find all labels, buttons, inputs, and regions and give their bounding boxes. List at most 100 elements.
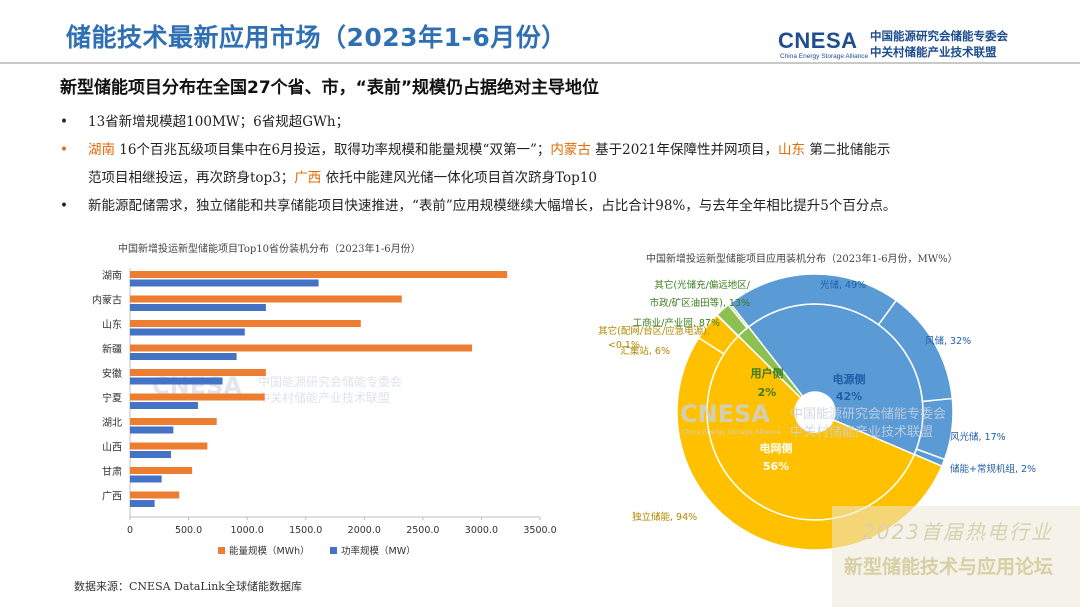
- y-tick-label: 新疆: [102, 343, 122, 356]
- bullet-text: 第二批储能示: [805, 142, 891, 158]
- bar-power: [130, 451, 171, 458]
- outer-label: 风储, 32%: [925, 335, 971, 347]
- outer-label: 光储, 49%: [820, 279, 866, 291]
- bar-energy: [130, 491, 180, 499]
- outer-label: 风光储, 17%: [950, 431, 1006, 443]
- bullet-text: 13省新增规模超100MW；6省规超GWh；: [88, 114, 350, 130]
- bullet-list: • 13省新增规模超100MW；6省规超GWh； • 湖南 16个百兆瓦级项目集…: [60, 108, 1060, 220]
- bullet-dot: •: [60, 114, 68, 130]
- bullet-dot: •: [60, 198, 68, 214]
- highlight-neimenggu: 内蒙古: [550, 142, 591, 158]
- bar-chart-title: 中国新增投运新型储能项目Top10省份装机分布（2023年1-6月份）: [118, 244, 421, 255]
- bar-energy: [130, 442, 208, 450]
- donut-chart-title: 中国新增投运新型储能项目应用装机分布（2023年1-6月份，MW%）: [646, 254, 958, 265]
- bar-watermark-cn2: 中关村储能产业技术联盟: [258, 390, 390, 405]
- outer-label: 汇集站, 6%: [620, 345, 670, 357]
- bar-chart: CNESA 中国能源研究会储能专委会中关村储能产业技术联盟湖南内蒙古山东新疆安徽宁…: [92, 268, 557, 557]
- logo-sub: China Energy Storage Alliance: [780, 53, 869, 60]
- bullet-item: • 13省新增规模超100MW；6省规超GWh；: [60, 108, 1060, 136]
- donut-watermark-word: CNESA: [680, 400, 770, 428]
- x-tick-label: 2000.0: [348, 525, 381, 536]
- header-divider: [0, 62, 1080, 64]
- legend-swatch: [218, 547, 225, 554]
- bar-energy: [130, 295, 402, 303]
- bar-energy: [130, 369, 266, 376]
- bar-power: [130, 353, 237, 360]
- logo-cn-line2: 中关村储能产业技术联盟: [870, 45, 997, 59]
- highlight-shandong: 山东: [778, 142, 806, 158]
- legend-swatch: [330, 547, 337, 554]
- bar-energy: [130, 418, 217, 425]
- outer-label: 市政/矿区油田等), 13%: [649, 297, 750, 309]
- outer-label: 其它(光储充/偏远地区/: [654, 279, 750, 291]
- bullet-item: • 新能源配储需求，独立储能和共享储能项目快速推进，“表前”应用规模继续大幅增长…: [60, 192, 1060, 220]
- x-tick-label: 1000.0: [231, 525, 264, 536]
- highlight-guangxi: 广西: [294, 170, 322, 186]
- bullet-dot: •: [60, 142, 68, 158]
- x-tick-label: 2500.0: [406, 525, 439, 536]
- bar-energy: [130, 393, 265, 401]
- bar-energy: [130, 271, 508, 278]
- bar-energy: [130, 320, 361, 327]
- bullet-text: 16个百兆瓦级项目集中在6月投运，取得功率规模和能量规模“双第一”；: [115, 142, 551, 158]
- bullet-text: 范项目相继投运，再次跻身top3；: [88, 170, 295, 186]
- forum-watermark: 2023首届热电行业 新型储能技术与应用论坛: [832, 506, 1080, 607]
- inner-value-label: 2%: [758, 386, 777, 399]
- donut-watermark-sub: China Energy Storage Alliance: [682, 428, 781, 436]
- data-source-note: 数据来源：CNESA DataLink全球储能数据库: [74, 580, 302, 593]
- bar-power: [130, 500, 155, 507]
- y-tick-label: 安徽: [102, 367, 122, 380]
- bullet-item: • 湖南 16个百兆瓦级项目集中在6月投运，取得功率规模和能量规模“双第一”；内…: [60, 136, 1060, 164]
- y-tick-label: 内蒙古: [92, 294, 122, 307]
- x-tick-label: 500.0: [175, 525, 202, 536]
- y-tick-label: 湖北: [102, 417, 122, 429]
- inner-label: 电源侧: [833, 372, 866, 386]
- bar-power: [130, 279, 319, 287]
- outer-label: <0.1%: [608, 340, 640, 351]
- x-tick-label: 3500.0: [523, 525, 556, 536]
- y-tick-label: 山东: [102, 318, 122, 331]
- legend-label: 功率规模（MW）: [341, 545, 416, 557]
- cnesa-logo: CNESA China Energy Storage Alliance 中国能源…: [778, 24, 1078, 64]
- forum-line1: 2023首届热电行业: [862, 520, 1053, 544]
- highlight-hunan: 湖南: [88, 142, 115, 158]
- outer-label: 储能+常规机组, 2%: [950, 463, 1036, 475]
- forum-line2: 新型储能技术与应用论坛: [844, 556, 1054, 578]
- donut-watermark-cn2: 中关村储能产业技术联盟: [790, 425, 933, 440]
- page-title: 储能技术最新应用市场（2023年1-6月份）: [66, 23, 567, 52]
- bar-power: [130, 402, 198, 409]
- logo-word: CNESA: [778, 28, 858, 53]
- y-tick-label: 湖南: [102, 269, 122, 282]
- bullet-text: 依托中能建风光储一体化项目首次跻身Top10: [321, 170, 597, 186]
- legend-label: 能量规模（MWh）: [229, 545, 310, 557]
- x-tick-label: 1500.0: [289, 525, 322, 536]
- bar-power: [130, 475, 162, 483]
- bullet-continuation: 范项目相继投运，再次跻身top3；广西 依托中能建风光储一体化项目首次跻身Top…: [60, 164, 1060, 192]
- section-subheading: 新型储能项目分布在全国27个省、市，“表前”规模仍占据绝对主导地位: [60, 78, 600, 98]
- bar-power: [130, 304, 266, 311]
- x-tick-label: 0: [127, 525, 133, 536]
- outer-label: 其它(配网/台区/应急电源),: [598, 325, 710, 337]
- inner-value-label: 56%: [763, 460, 789, 473]
- bar-power: [130, 377, 223, 385]
- inner-label: 用户侧: [751, 366, 784, 380]
- bar-watermark-cn1: 中国能源研究会储能专委会: [258, 374, 402, 389]
- bar-power: [130, 328, 245, 336]
- outer-label: 独立储能, 94%: [632, 511, 697, 523]
- y-tick-label: 甘肃: [102, 465, 122, 478]
- y-tick-label: 广西: [102, 491, 122, 503]
- bar-energy: [130, 467, 193, 474]
- bar-power: [130, 426, 174, 434]
- bullet-text: 基于2021年保障性并网项目，: [590, 142, 779, 158]
- x-tick-label: 3000.0: [465, 525, 498, 536]
- y-tick-label: 山西: [102, 442, 122, 454]
- logo-cn-line1: 中国能源研究会储能专委会: [870, 29, 1008, 43]
- inner-value-label: 42%: [836, 390, 862, 403]
- bullet-text: 新能源配储需求，独立储能和共享储能项目快速推进，“表前”应用规模继续大幅增长，占…: [88, 198, 897, 214]
- outer-slice-8: [727, 302, 750, 330]
- inner-label: 电网侧: [760, 441, 793, 455]
- y-tick-label: 宁夏: [102, 392, 122, 405]
- outer-label: 工商业/产业园, 87%: [633, 317, 720, 329]
- donut-watermark-cn1: 中国能源研究会储能专委会: [790, 407, 946, 422]
